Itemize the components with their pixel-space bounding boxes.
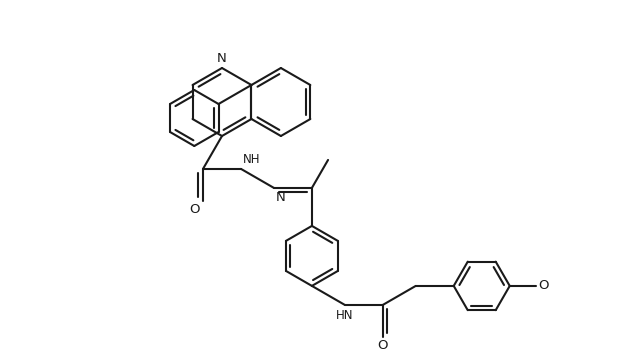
Text: N: N [217,52,227,65]
Text: O: O [377,339,388,352]
Text: O: O [190,203,200,216]
Text: N: N [276,191,285,204]
Text: HN: HN [336,309,354,322]
Text: NH: NH [243,153,260,166]
Text: O: O [538,279,549,292]
